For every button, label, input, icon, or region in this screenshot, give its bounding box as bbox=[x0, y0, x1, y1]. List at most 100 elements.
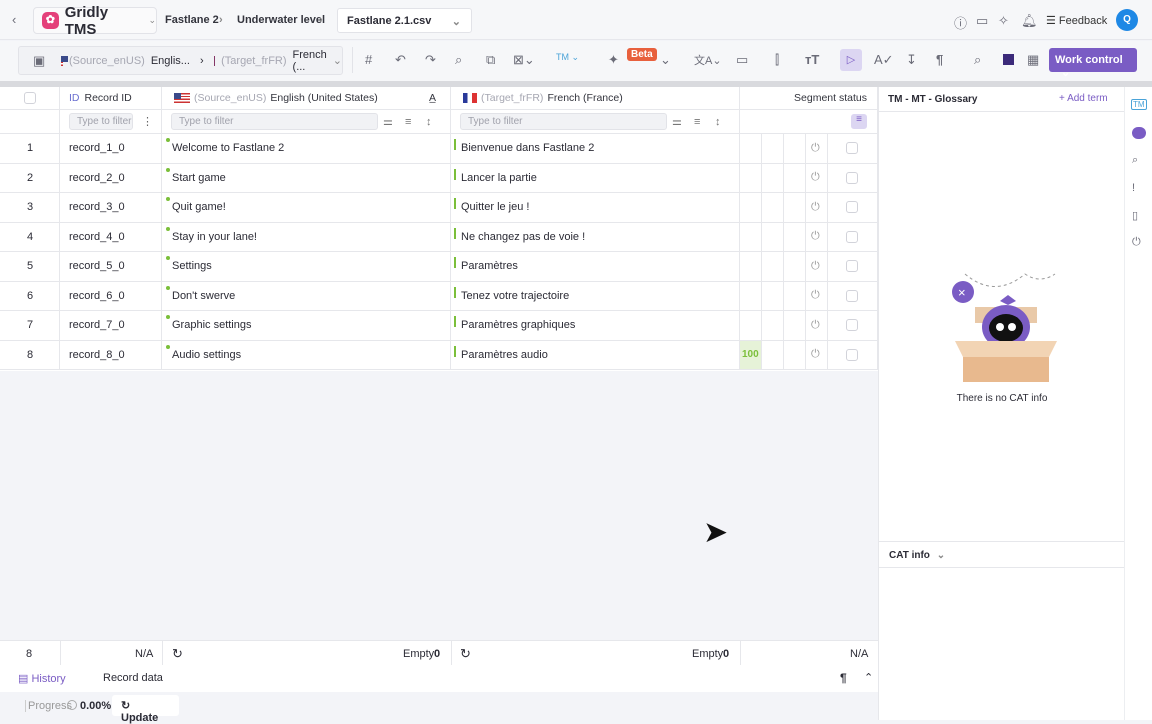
select-all-checkbox[interactable] bbox=[23, 92, 36, 104]
source-cell[interactable]: Settings bbox=[162, 252, 451, 282]
row-number-cell[interactable]: 6 bbox=[0, 281, 60, 311]
record-id-cell[interactable]: record_2_0 bbox=[60, 163, 162, 193]
more-icon[interactable]: ⋮ bbox=[142, 116, 153, 128]
confirm-checkbox[interactable] bbox=[846, 289, 858, 302]
power-icon[interactable]: ⏻ bbox=[811, 348, 820, 361]
layout-icon[interactable]: ▭ bbox=[976, 13, 989, 28]
row-height-icon[interactable]: ⫿ bbox=[775, 52, 780, 67]
record-id-cell[interactable]: record_8_0 bbox=[60, 340, 162, 370]
confirm-checkbox[interactable] bbox=[846, 230, 858, 243]
confirm-checkbox[interactable] bbox=[846, 201, 858, 214]
record-id-filter[interactable]: Type to filter bbox=[69, 113, 133, 130]
power-icon[interactable]: ⏻ bbox=[811, 259, 820, 272]
tm-icon[interactable]: TM bbox=[1131, 99, 1147, 110]
power-icon[interactable]: ⏻ bbox=[811, 318, 820, 331]
confirm-checkbox[interactable] bbox=[846, 319, 858, 332]
adjust-icon[interactable]: ⚌ bbox=[383, 116, 393, 128]
target-cell[interactable]: Paramètres graphiques bbox=[451, 311, 740, 341]
collapse-icon[interactable]: ↧ bbox=[906, 52, 917, 67]
filter-icon[interactable]: ≡ bbox=[405, 115, 412, 128]
tab-record-data[interactable]: Record data bbox=[103, 672, 163, 684]
search-icon[interactable]: ⌕ bbox=[974, 52, 982, 67]
spellcheck-icon[interactable]: A✓ bbox=[874, 52, 894, 67]
header-segment-status[interactable]: Segment status bbox=[740, 87, 878, 110]
font-size-icon[interactable]: тT bbox=[805, 52, 820, 67]
grid-icon[interactable]: ▦ bbox=[1027, 52, 1040, 67]
adjust-icon[interactable]: ⚌ bbox=[672, 116, 682, 128]
confirm-checkbox[interactable] bbox=[846, 142, 858, 155]
target-cell[interactable]: Lancer la partie bbox=[451, 163, 740, 193]
breadcrumb-project[interactable]: Fastlane 2 bbox=[165, 14, 219, 26]
record-id-cell[interactable]: record_3_0 bbox=[60, 193, 162, 223]
header-target[interactable]: (Target_frFR) French (France) bbox=[451, 87, 740, 110]
refresh-icon[interactable]: ↻ bbox=[172, 646, 183, 661]
tab-history[interactable]: ▤ History bbox=[18, 672, 66, 685]
row-number-cell[interactable]: 7 bbox=[0, 311, 60, 341]
target-cell[interactable]: Tenez votre trajectoire bbox=[451, 281, 740, 311]
confirm-checkbox[interactable] bbox=[846, 260, 858, 273]
breadcrumb-folder[interactable]: Underwater level bbox=[237, 14, 326, 26]
record-id-cell[interactable]: record_5_0 bbox=[60, 252, 162, 282]
power-icon[interactable]: ⏻ bbox=[811, 200, 820, 213]
back-icon[interactable]: ‹ bbox=[12, 12, 17, 27]
redo-icon[interactable]: ↷ bbox=[425, 52, 436, 67]
find-icon[interactable]: ⌕ bbox=[1132, 154, 1139, 166]
source-cell[interactable]: Quit game! bbox=[162, 193, 451, 223]
help-icon[interactable]: ⓘ bbox=[954, 16, 968, 31]
row-number-cell[interactable]: 3 bbox=[0, 193, 60, 223]
power-icon[interactable]: ⏻ bbox=[811, 171, 820, 184]
sort-icon[interactable]: ↕ bbox=[426, 115, 432, 128]
record-id-cell[interactable]: record_1_0 bbox=[60, 134, 162, 164]
warning-icon[interactable]: ! bbox=[1132, 182, 1136, 194]
source-filter[interactable]: Type to filter bbox=[171, 113, 378, 130]
language-pair-selector[interactable]: ▣ (Source_enUS) Englis... › (Target_frFR… bbox=[18, 46, 343, 75]
hash-icon[interactable]: # bbox=[365, 52, 373, 67]
source-cell[interactable]: Graphic settings bbox=[162, 311, 451, 341]
filter-icon[interactable]: ≡ bbox=[694, 115, 701, 128]
source-cell[interactable]: Audio settings bbox=[162, 340, 451, 370]
target-cell[interactable]: Bienvenue dans Fastlane 2 bbox=[451, 134, 740, 164]
tm-icon[interactable]: TM ⌄ bbox=[556, 52, 580, 62]
target-cell[interactable]: Paramètres bbox=[451, 252, 740, 282]
cat-info-toggle[interactable]: CAT info ⌄ bbox=[879, 541, 1125, 568]
sort-icon[interactable]: ↕ bbox=[715, 115, 721, 128]
power-icon[interactable]: ⏻ bbox=[1132, 236, 1141, 248]
chevron-down-icon[interactable]: ⌄ bbox=[660, 52, 671, 67]
target-cell[interactable]: Paramètres audio bbox=[451, 340, 740, 370]
row-number-cell[interactable]: 8 bbox=[0, 340, 60, 370]
power-icon[interactable]: ⏻ bbox=[811, 230, 820, 243]
avatar[interactable]: Q bbox=[1116, 9, 1138, 31]
ai-sparkle-icon[interactable]: ✦ bbox=[608, 52, 619, 67]
row-number-cell[interactable]: 4 bbox=[0, 222, 60, 252]
source-cell[interactable]: Start game bbox=[162, 163, 451, 193]
copy-icon[interactable]: ⧉ bbox=[486, 52, 496, 67]
puzzle-icon[interactable]: ✧ bbox=[998, 13, 1009, 28]
app-icon[interactable] bbox=[1003, 54, 1014, 65]
row-number-cell[interactable]: 5 bbox=[0, 252, 60, 282]
power-icon[interactable]: ⏻ bbox=[811, 289, 820, 302]
tag-icon[interactable]: ▷ bbox=[840, 49, 862, 71]
app-switcher[interactable]: ✿ Gridly TMS ⌄ bbox=[33, 4, 157, 38]
row-number-cell[interactable]: 1 bbox=[0, 134, 60, 164]
update-button[interactable]: ↻ Update bbox=[112, 695, 179, 724]
record-id-cell[interactable]: record_7_0 bbox=[60, 311, 162, 341]
pilcrow-icon[interactable]: ¶ bbox=[840, 671, 847, 685]
clear-icon[interactable]: ⊠⌄ bbox=[513, 52, 535, 67]
status-filter-icon[interactable]: ≡ bbox=[851, 114, 867, 129]
pilcrow-icon[interactable]: ¶ bbox=[936, 52, 944, 67]
confirm-checkbox[interactable] bbox=[846, 348, 858, 361]
file-selector[interactable]: Fastlane 2.1.csv ⌄ bbox=[337, 8, 472, 33]
source-cell[interactable]: Welcome to Fastlane 2 bbox=[162, 134, 451, 164]
header-record-id[interactable]: ID Record ID bbox=[60, 87, 162, 110]
confirm-checkbox[interactable] bbox=[846, 171, 858, 184]
feedback-button[interactable]: ☰ Feedback bbox=[1046, 14, 1107, 27]
document-icon[interactable]: ▯ bbox=[1132, 210, 1139, 222]
record-id-cell[interactable]: record_6_0 bbox=[60, 281, 162, 311]
source-cell[interactable]: Stay in your lane! bbox=[162, 222, 451, 252]
target-filter[interactable]: Type to filter bbox=[460, 113, 667, 130]
bell-icon[interactable]: 🔔︎ bbox=[1021, 13, 1038, 28]
undo-icon[interactable]: ↶ bbox=[395, 52, 406, 67]
add-term-button[interactable]: + Add term bbox=[1059, 93, 1108, 104]
row-number-cell[interactable]: 2 bbox=[0, 163, 60, 193]
refresh-icon[interactable]: ↻ bbox=[460, 646, 471, 661]
